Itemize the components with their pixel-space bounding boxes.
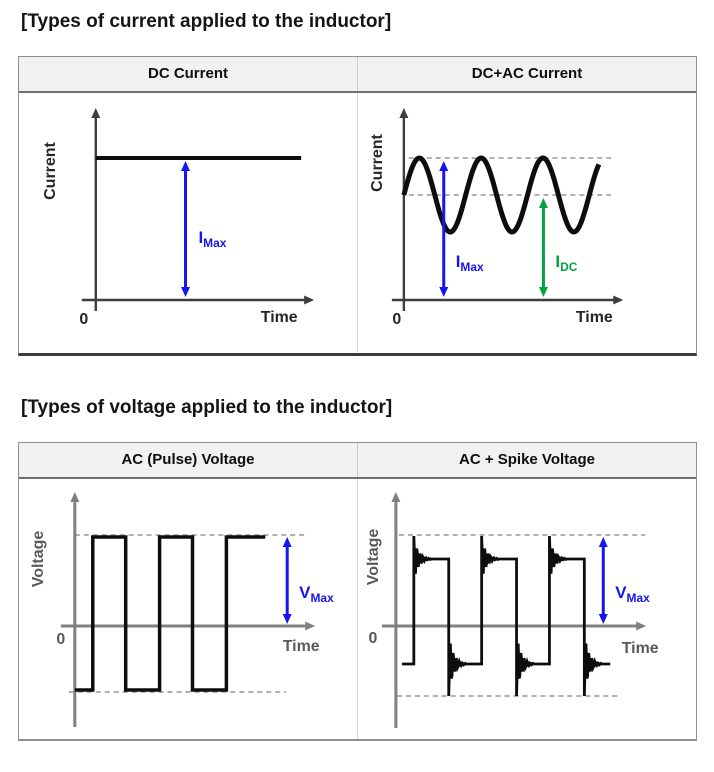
voltage-table-body: VMax Voltage Time 0 VMax Voltage Time 0: [19, 479, 696, 739]
current-types-table: DC Current DC+AC Current IMax Current Time…: [18, 56, 697, 356]
ac-pulse-voltage-cell: VMax Voltage Time 0: [19, 479, 357, 739]
dcac-annotation-label: IDC: [555, 252, 577, 274]
dcac-current-plot: IMax IDC Current Time 0: [369, 108, 624, 328]
dcac-annotation-label: IMax: [456, 252, 484, 274]
ac-spike-voltage-cell: VMax Voltage Time 0: [357, 479, 696, 739]
current-table-body: IMax Current Time 0 IMax IDC Current Time 0: [19, 93, 696, 353]
header-ac-spike-voltage: AC + Spike Voltage: [357, 443, 696, 477]
x-axis-label: Time: [261, 309, 298, 326]
current-table-header: DC Current DC+AC Current: [19, 57, 696, 93]
dc-current-plot: IMax Current Time 0: [42, 108, 315, 328]
y-axis-label: Voltage: [365, 529, 382, 586]
spike-annotation-label: VMax: [615, 583, 650, 605]
y-axis-label: Current: [369, 133, 386, 191]
current-section-title: [Types of current applied to the inducto…: [21, 11, 392, 32]
voltage-table-header: AC (Pulse) Voltage AC + Spike Voltage: [19, 443, 696, 479]
voltage-types-section: [Types of voltage applied to the inducto…: [18, 395, 697, 741]
origin-label: 0: [392, 311, 401, 328]
origin-label: 0: [79, 311, 88, 328]
y-axis-label: Voltage: [30, 531, 47, 588]
header-ac-pulse-voltage: AC (Pulse) Voltage: [121, 451, 255, 468]
header-dc-current: DC Current: [147, 65, 228, 82]
y-axis-label: Current: [42, 141, 59, 199]
ac-spike-voltage-plot: VMax Voltage Time 0: [365, 492, 659, 728]
origin-label: 0: [56, 631, 65, 648]
spike-waveform: [401, 535, 611, 697]
origin-label: 0: [369, 630, 378, 647]
voltage-types-table: AC (Pulse) Voltage AC + Spike Voltage VM…: [18, 442, 697, 741]
header-dcac-current: DC+AC Current: [357, 57, 696, 91]
dcac-waveform: [401, 155, 602, 235]
ac-pulse-voltage-plot: VMax Voltage Time 0: [30, 492, 334, 727]
x-axis-label: Time: [576, 309, 613, 326]
x-axis-label: Time: [283, 638, 320, 655]
dcac-current-cell: IMax IDC Current Time 0: [357, 93, 696, 353]
dc-current-cell: IMax Current Time 0: [19, 93, 357, 353]
pulse-waveform: [74, 535, 266, 692]
pulse-annotation-label: VMax: [299, 583, 334, 605]
current-types-section: [Types of current applied to the inducto…: [18, 9, 697, 356]
voltage-section-title: [Types of voltage applied to the inducto…: [21, 397, 393, 418]
dc-annotation-label: IMax: [198, 228, 226, 250]
x-axis-label: Time: [622, 640, 659, 657]
